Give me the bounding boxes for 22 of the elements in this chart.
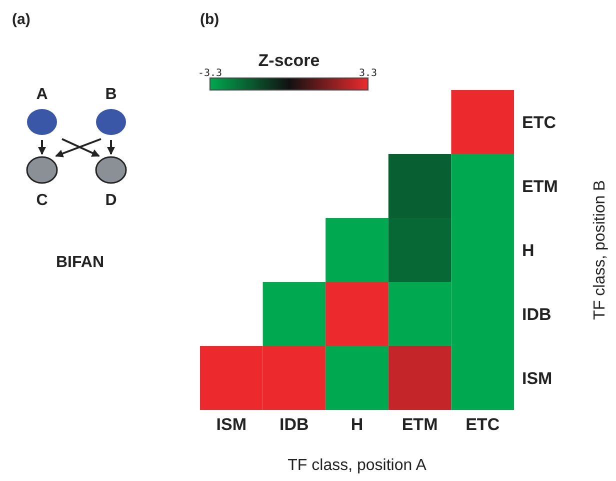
x-tick-label: IDB <box>280 415 309 434</box>
text: B <box>105 86 117 103</box>
x-tick-label: H <box>350 415 364 434</box>
text: D <box>105 192 117 209</box>
text: C <box>36 192 48 209</box>
color-bar-label: -3.3 <box>198 68 222 79</box>
y-tick-label: ISM <box>522 369 552 388</box>
y-tick-label: H <box>522 241 534 260</box>
text: BIFAN <box>56 254 104 271</box>
y-tick-label: ETC <box>522 113 556 132</box>
text: (a) <box>12 11 30 28</box>
x-axis-title: TF class, position A <box>288 457 427 474</box>
x-tick-label: ETC <box>466 415 500 434</box>
color-bar-title: Z-score <box>258 51 320 70</box>
x-tick-label: ISM <box>216 415 247 434</box>
x-tick-label: ETM <box>402 415 438 434</box>
color-bar-label: 3.3 <box>358 68 378 79</box>
y-axis-title: TF class, position B <box>592 180 609 320</box>
chart-title: (b) <box>200 11 220 28</box>
y-tick-label: ETM <box>522 177 558 196</box>
y-tick-label: IDB <box>522 305 552 324</box>
text: A <box>36 86 48 103</box>
